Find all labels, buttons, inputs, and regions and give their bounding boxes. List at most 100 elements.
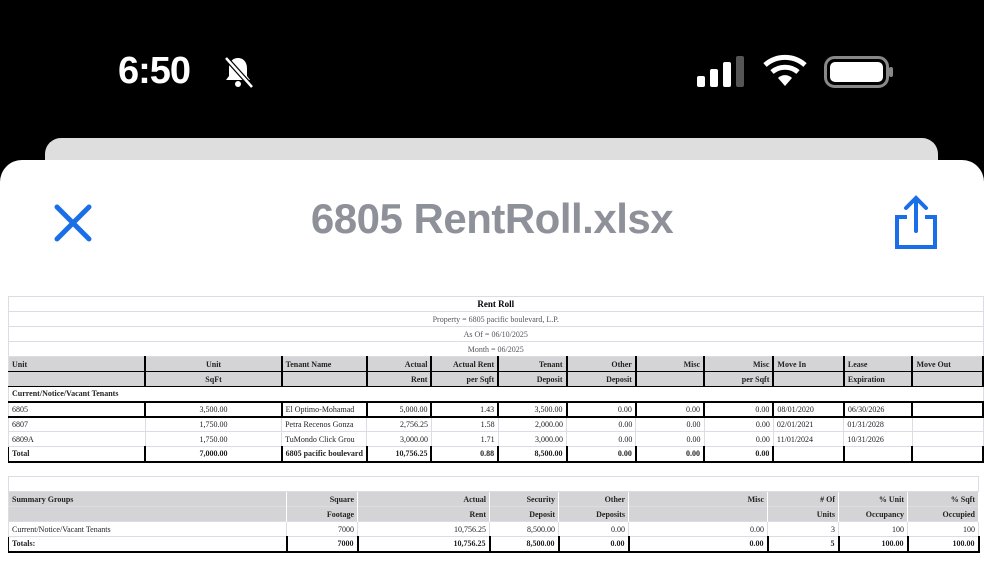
cell[interactable]: 0.00 bbox=[635, 400, 706, 418]
cell[interactable]: Actual bbox=[357, 491, 490, 507]
cell[interactable]: Summary Groups bbox=[8, 491, 287, 507]
cell[interactable]: Rent bbox=[366, 371, 433, 387]
cell[interactable]: 0.00 bbox=[635, 446, 706, 463]
cell[interactable] bbox=[843, 446, 914, 463]
cell[interactable]: Actual bbox=[366, 356, 433, 372]
cell[interactable] bbox=[635, 371, 706, 387]
cell[interactable]: 7000 bbox=[286, 536, 359, 553]
cell[interactable]: Move Out bbox=[911, 356, 984, 372]
cell[interactable]: 8,500.00 bbox=[497, 446, 568, 463]
cell[interactable]: Move In bbox=[772, 356, 845, 372]
cell[interactable]: 10,756.25 bbox=[357, 521, 490, 537]
cell[interactable] bbox=[8, 506, 287, 522]
cell[interactable]: Property = 6805 pacific boulevard, L.P. bbox=[8, 311, 984, 327]
cell[interactable] bbox=[772, 446, 845, 463]
cell[interactable]: 7,000.00 bbox=[144, 446, 283, 463]
cell[interactable]: Security bbox=[489, 491, 559, 507]
cell[interactable]: 3,000.00 bbox=[366, 431, 432, 447]
cell[interactable]: 0.00 bbox=[628, 521, 768, 537]
cell[interactable]: Square bbox=[286, 491, 358, 507]
cell[interactable]: 3 bbox=[767, 521, 839, 537]
cell[interactable]: 08/01/2020 bbox=[772, 400, 845, 418]
cell[interactable]: Month = 06/2025 bbox=[8, 341, 984, 357]
cell[interactable]: 0.00 bbox=[566, 400, 637, 418]
cell[interactable] bbox=[772, 371, 845, 387]
cell[interactable]: Other bbox=[558, 491, 629, 507]
cell[interactable]: 0.00 bbox=[558, 536, 630, 553]
cell[interactable] bbox=[911, 416, 984, 432]
cell[interactable]: 100 bbox=[907, 521, 979, 537]
cell[interactable]: 6805 bbox=[8, 400, 147, 418]
cell[interactable]: 5 bbox=[767, 536, 840, 553]
cell[interactable]: Rent bbox=[357, 506, 490, 522]
cell[interactable]: Tenant bbox=[497, 356, 568, 372]
cell[interactable]: 100.00 bbox=[838, 536, 909, 553]
cell[interactable]: 7000 bbox=[286, 521, 358, 537]
cell[interactable]: 1.43 bbox=[430, 400, 500, 418]
cell[interactable]: Current/Notice/Vacant Tenants bbox=[8, 386, 984, 402]
cell[interactable]: 10,756.25 bbox=[357, 536, 491, 553]
cell[interactable]: Tenant Name bbox=[281, 356, 368, 372]
cell[interactable]: Occupied bbox=[907, 506, 979, 522]
cell[interactable]: % Unit bbox=[838, 491, 908, 507]
cell[interactable] bbox=[911, 371, 984, 387]
cell[interactable]: 100 bbox=[838, 521, 908, 537]
cell[interactable] bbox=[911, 446, 984, 463]
cell[interactable]: # Of bbox=[767, 491, 839, 507]
cell[interactable]: 0.00 bbox=[566, 416, 637, 432]
cell[interactable]: Current/Notice/Vacant Tenants bbox=[8, 521, 287, 537]
cell[interactable]: 0.00 bbox=[566, 446, 637, 463]
cell[interactable]: TuMondo Click Grou bbox=[281, 431, 368, 447]
cell[interactable] bbox=[911, 400, 984, 418]
cell[interactable]: 0.00 bbox=[566, 431, 637, 447]
cell[interactable]: 1,750.00 bbox=[144, 416, 283, 432]
cell[interactable]: 0.00 bbox=[558, 521, 629, 537]
cell[interactable]: 02/01/2021 bbox=[772, 416, 845, 432]
cell[interactable]: Occupancy bbox=[838, 506, 908, 522]
cell[interactable]: 6809A bbox=[8, 431, 146, 447]
cell[interactable]: 6807 bbox=[8, 416, 146, 432]
cell[interactable]: Misc bbox=[628, 491, 768, 507]
cell[interactable]: Misc bbox=[703, 356, 775, 372]
cell[interactable]: Footage bbox=[286, 506, 358, 522]
cell[interactable]: Deposit bbox=[489, 506, 559, 522]
cell[interactable]: 2,000.00 bbox=[497, 416, 568, 432]
cell[interactable]: 2,756.25 bbox=[366, 416, 432, 432]
cell[interactable]: 10/31/2026 bbox=[843, 431, 913, 447]
cell[interactable]: 0.00 bbox=[703, 446, 775, 463]
close-icon[interactable] bbox=[52, 202, 94, 244]
cell[interactable]: 0.00 bbox=[703, 400, 775, 418]
cell[interactable]: Lease bbox=[843, 356, 914, 372]
cell[interactable]: El Optimo-Mohamad bbox=[281, 400, 368, 418]
cell[interactable]: 0.00 bbox=[703, 416, 774, 432]
cell[interactable]: 8,500.00 bbox=[489, 521, 559, 537]
cell[interactable]: Rent Roll bbox=[8, 296, 984, 312]
cell[interactable] bbox=[911, 431, 984, 447]
cell[interactable]: Deposit bbox=[497, 371, 568, 387]
cell[interactable]: 3,000.00 bbox=[497, 431, 568, 447]
cell[interactable]: 0.88 bbox=[430, 446, 500, 463]
cell[interactable]: Actual Rent bbox=[430, 356, 500, 372]
share-icon[interactable] bbox=[892, 195, 940, 251]
cell[interactable]: 3,500.00 bbox=[144, 400, 283, 418]
cell[interactable]: 0.00 bbox=[628, 536, 769, 553]
cell[interactable]: 11/01/2024 bbox=[772, 431, 845, 447]
cell[interactable] bbox=[281, 371, 368, 387]
cell[interactable] bbox=[8, 476, 979, 492]
cell[interactable]: Deposits bbox=[558, 506, 629, 522]
cell[interactable]: SqFt bbox=[144, 371, 283, 387]
cell[interactable]: 01/31/2028 bbox=[843, 416, 913, 432]
cell[interactable]: % Sqft bbox=[907, 491, 979, 507]
cell[interactable]: Total bbox=[8, 446, 147, 463]
cell[interactable]: 100.00 bbox=[907, 536, 980, 553]
cell[interactable]: 10,756.25 bbox=[366, 446, 433, 463]
cell[interactable]: 6805 pacific boulevard bbox=[281, 446, 368, 463]
cell[interactable]: 1.71 bbox=[430, 431, 499, 447]
cell[interactable]: Unit bbox=[8, 356, 147, 372]
cell[interactable]: 8,500.00 bbox=[489, 536, 560, 553]
cell[interactable]: As Of = 06/10/2025 bbox=[8, 326, 984, 342]
cell[interactable]: Deposit bbox=[566, 371, 637, 387]
cell[interactable]: 1,750.00 bbox=[144, 431, 283, 447]
cell[interactable]: Misc bbox=[635, 356, 706, 372]
cell[interactable]: 0.00 bbox=[703, 431, 774, 447]
